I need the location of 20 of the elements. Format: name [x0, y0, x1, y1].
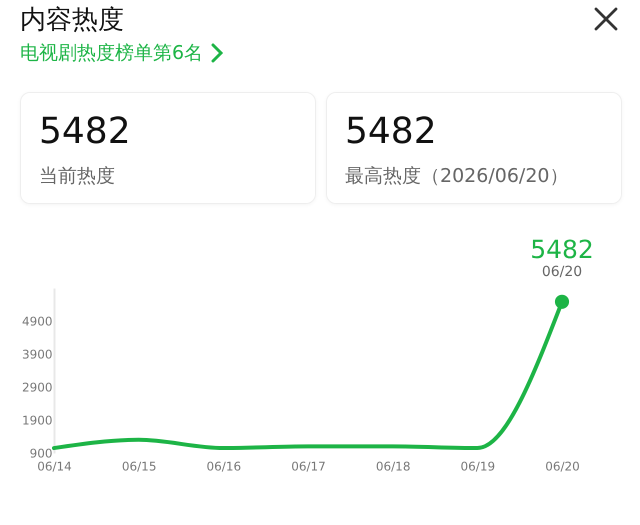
x-tick-label: 06/19	[460, 460, 496, 474]
data-label: 5482	[530, 234, 594, 264]
text: 最高热度（2026/06/20）	[345, 164, 569, 189]
y-tick-label: 3900	[22, 348, 52, 362]
annotation: 06/20	[542, 264, 582, 280]
x-tick-label: 06/14	[37, 460, 72, 474]
x-tick-label: 06/17	[291, 460, 326, 474]
y-tick-label: 1900	[22, 414, 52, 428]
chart-title: 内容热度	[20, 4, 124, 37]
text: 5482	[39, 111, 131, 152]
x-tick-label: 06/20	[545, 460, 580, 474]
x-tick-label: 06/15	[122, 460, 156, 474]
x-tick-label: 06/16	[206, 460, 242, 474]
y-tick-label: 4900	[22, 314, 52, 328]
y-tick-label: 2900	[22, 380, 52, 394]
x-tick-label: 06/18	[376, 460, 410, 474]
chart-subtitle: 电视剧热度榜单第6名	[20, 41, 204, 66]
y-tick-label: 900	[30, 446, 52, 460]
text: 5482	[345, 111, 437, 152]
text: 当前热度	[39, 164, 115, 189]
